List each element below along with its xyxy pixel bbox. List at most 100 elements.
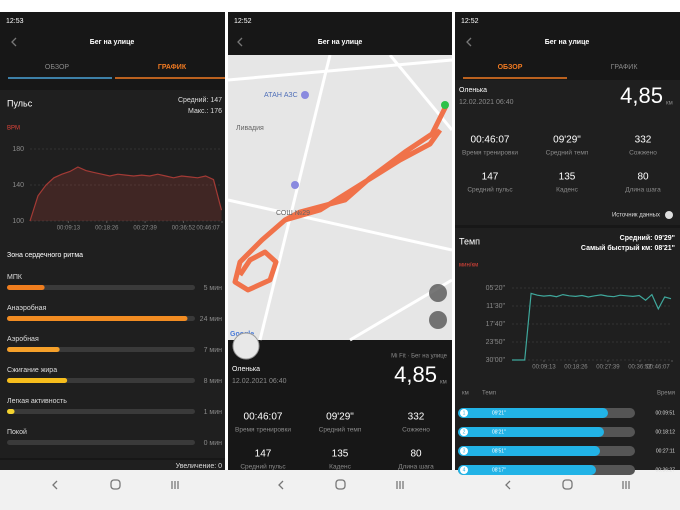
map-button[interactable] xyxy=(429,311,447,329)
stat-label: Время тренировки xyxy=(235,427,291,434)
header-title: Бег на улице xyxy=(90,39,135,46)
zone-value: 8 мин xyxy=(204,378,223,385)
unit: BPM xyxy=(7,126,20,132)
zone-label: Легкая активность xyxy=(7,398,67,405)
y-tick-label: 140 xyxy=(12,182,24,189)
zone-label: Сжигание жира xyxy=(7,367,57,374)
fastest: Самый быстрый км: 08'21" xyxy=(581,244,675,252)
user: Оленька xyxy=(232,366,260,373)
unit: мин/км xyxy=(459,263,478,269)
stat-label: Сожжено xyxy=(629,150,657,157)
split-km: 4 xyxy=(463,467,466,473)
zone-bar xyxy=(7,316,188,321)
split-km: 3 xyxy=(463,448,466,454)
stat-value: 80 xyxy=(410,449,422,460)
split-bar xyxy=(458,446,600,456)
poi xyxy=(291,181,299,189)
x-tick-label: 00:09:13 xyxy=(532,365,556,371)
stat-value: 00:46:07 xyxy=(244,412,283,423)
stat-value: 09'29" xyxy=(553,135,581,146)
back-button[interactable] xyxy=(237,37,243,47)
status-time: 12:52 xyxy=(234,18,252,25)
header xyxy=(228,12,452,55)
zone-value: 1 мин xyxy=(204,409,223,416)
map-button[interactable] xyxy=(429,284,447,302)
distance: 4,85 xyxy=(394,362,437,387)
x-tick-label: 00:27:39 xyxy=(596,365,620,371)
average: Средний: 147 xyxy=(178,96,222,104)
stat-label: Каденс xyxy=(556,187,578,194)
card-title: Пульс xyxy=(7,98,33,108)
back-button[interactable] xyxy=(466,37,472,47)
average: Средний: 09'29" xyxy=(620,234,675,242)
stat-value: 147 xyxy=(255,449,272,460)
split-bar xyxy=(458,465,596,475)
stat-value: 147 xyxy=(482,172,499,183)
source-icon[interactable] xyxy=(665,211,673,219)
zone-label: Анаэробная xyxy=(7,304,47,312)
zone-label: МПК xyxy=(7,274,23,281)
line xyxy=(512,292,672,361)
stat-label: Средний темп xyxy=(319,426,362,434)
zone-bar xyxy=(7,285,45,290)
zone-value: 7 мин xyxy=(204,347,223,354)
stat-value: 135 xyxy=(559,172,576,183)
tab[interactable]: ГРАФИК xyxy=(158,64,187,71)
stat-label: Средний пульс xyxy=(240,463,286,471)
split-km: 2 xyxy=(463,429,466,435)
nav-bar xyxy=(0,470,680,510)
back-button[interactable] xyxy=(11,37,17,47)
tab[interactable]: ОБЗОР xyxy=(45,64,70,71)
zone-label: Покой xyxy=(7,428,27,436)
x-tick-label: 00:46:07 xyxy=(646,365,670,371)
status-time: 12:53 xyxy=(6,18,24,25)
x-tick-label: 00:36:52 xyxy=(172,226,196,232)
stat-label: Каденс xyxy=(329,464,351,471)
split-pace: 09'21" xyxy=(492,410,506,416)
section-title: Зона сердечного ритма xyxy=(7,252,83,259)
x-tick-label: 00:46:07 xyxy=(196,226,220,232)
x-tick-label: 00:18:26 xyxy=(564,365,588,371)
stat-label: Средний пульс xyxy=(467,186,513,194)
card xyxy=(0,90,225,458)
status-time: 12:52 xyxy=(461,18,479,25)
stat-value: 332 xyxy=(635,135,652,146)
data-source[interactable]: Источник данных xyxy=(612,213,660,219)
zone-bar xyxy=(7,347,60,352)
y-tick-label: 11'30" xyxy=(486,303,505,310)
map-label: СОШ №29 xyxy=(276,210,310,217)
tab[interactable]: ОБЗОР xyxy=(498,64,523,71)
distance-unit: км xyxy=(440,380,447,386)
y-tick-label: 180 xyxy=(12,146,24,153)
distance-unit: км xyxy=(666,101,673,107)
stat-value: 80 xyxy=(637,172,649,183)
nav-icons[interactable] xyxy=(52,479,630,490)
header-title: Бег на улице xyxy=(318,39,363,46)
stat-value: 00:46:07 xyxy=(471,135,510,146)
stat-label: Длина шага xyxy=(625,187,661,194)
split-pace: 08'17" xyxy=(492,467,506,473)
split-badge xyxy=(460,447,468,455)
date: 12.02.2021 06:40 xyxy=(459,99,514,106)
stat-value: 09'29" xyxy=(326,412,354,423)
split-badge xyxy=(460,428,468,436)
source: Mi Fit · Бег на улице xyxy=(391,354,448,360)
map-label: Ливадия xyxy=(236,125,264,132)
user: Оленька xyxy=(459,87,487,94)
tab[interactable]: ГРАФИК xyxy=(611,64,639,71)
stat-label: Время тренировки xyxy=(462,150,518,157)
x-tick-label: 00:27:39 xyxy=(133,226,157,232)
start-marker xyxy=(441,101,449,109)
line xyxy=(29,166,223,222)
zone-track xyxy=(7,440,195,445)
split-badge xyxy=(460,466,468,474)
table-header: Время xyxy=(657,391,675,397)
y-tick-label: 17'40" xyxy=(486,321,506,328)
zone-track xyxy=(7,285,195,290)
stat-value: 332 xyxy=(408,412,425,423)
avatar xyxy=(232,332,260,360)
card xyxy=(0,460,225,470)
route xyxy=(232,104,449,293)
stat-label: Средний темп xyxy=(546,149,589,157)
